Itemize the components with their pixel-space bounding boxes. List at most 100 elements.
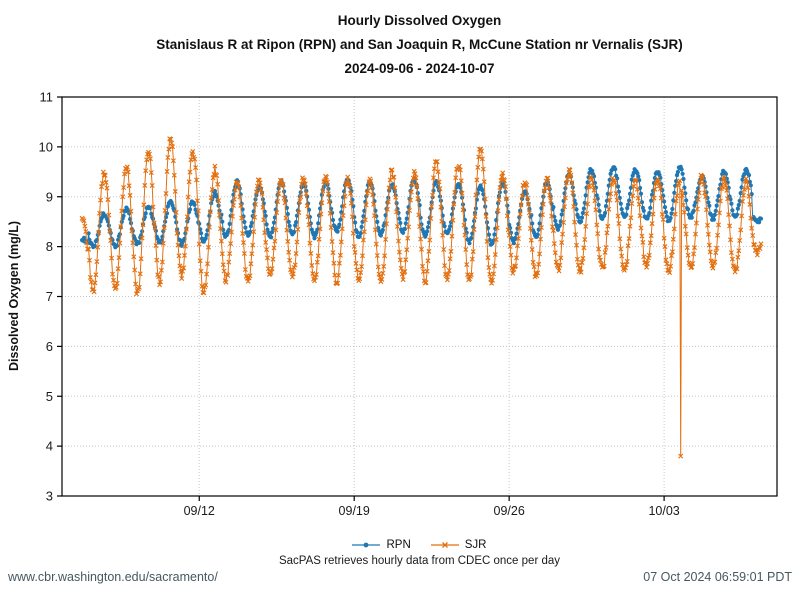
data-point-rpn [403, 221, 408, 226]
data-point-rpn [691, 208, 696, 213]
data-point-rpn [740, 177, 745, 182]
data-point-rpn [86, 231, 91, 236]
data-point-rpn [332, 224, 337, 229]
data-point-rpn [203, 236, 208, 241]
legend-swatch-rpn-icon [352, 542, 381, 548]
legend-item-sjr: SJR [430, 539, 487, 551]
y-tick-label: 4 [46, 439, 53, 454]
data-point-rpn [292, 229, 297, 234]
data-point-rpn [641, 208, 646, 213]
legend-swatch-sjr-icon [430, 542, 459, 548]
data-point-rpn [354, 230, 360, 235]
data-point-rpn [294, 213, 300, 218]
data-point-rpn [242, 219, 247, 225]
data-point-rpn [402, 226, 407, 232]
data-point-rpn [686, 207, 691, 212]
data-point-rpn [615, 176, 620, 181]
data-point-rpn [674, 179, 679, 184]
data-point-rpn [270, 230, 275, 235]
data-point-rpn [271, 220, 277, 225]
data-point-rpn [535, 232, 540, 237]
data-point-rpn [426, 220, 431, 225]
legend-label-sjr: SJR [464, 539, 487, 551]
data-point-rpn [555, 227, 561, 232]
data-point-rpn [706, 200, 711, 205]
data-point-rpn [662, 205, 668, 210]
data-point-rpn [514, 231, 519, 236]
data-point-rpn [650, 192, 655, 197]
footer: www.cbr.washington.edu/sacramento/ 07 Oc… [0, 570, 800, 584]
data-point-rpn [590, 168, 595, 173]
data-point-rpn [187, 207, 193, 212]
data-point-rpn [269, 235, 274, 240]
data-point-rpn [580, 210, 586, 216]
data-point-rpn [576, 215, 581, 220]
data-point-rpn [730, 208, 735, 213]
data-point-rpn [624, 212, 629, 217]
series-sjr-markers [79, 136, 764, 459]
data-point-rpn [492, 232, 497, 237]
data-point-rpn [401, 230, 406, 235]
data-point-rpn [360, 219, 365, 224]
data-point-rpn [638, 191, 644, 196]
data-point-rpn [312, 236, 317, 241]
y-tick-label: 11 [40, 90, 54, 105]
data-point-rpn [316, 221, 321, 226]
data-point-rpn [669, 211, 674, 216]
data-point-rpn [530, 221, 535, 226]
data-point-rpn [330, 217, 336, 223]
data-point-rpn [680, 171, 685, 176]
data-point-rpn [537, 221, 542, 226]
data-point-rpn [380, 227, 385, 233]
data-point-rpn [151, 216, 156, 221]
data-point-rpn [618, 201, 623, 206]
data-point-rpn [121, 213, 126, 218]
data-point-rpn [179, 243, 184, 248]
data-point-rpn [480, 188, 485, 193]
data-point-rpn [559, 212, 564, 217]
data-point-rpn [442, 224, 447, 229]
data-point-rpn [716, 194, 721, 199]
data-point-rpn [670, 206, 675, 212]
data-point-rpn [431, 188, 436, 193]
x-tick-label: 09/19 [339, 504, 370, 518]
data-point-rpn [583, 193, 588, 198]
data-point-rpn [616, 189, 622, 194]
data-point-rpn [212, 188, 217, 194]
data-point-rpn [595, 196, 600, 201]
data-point-rpn [746, 173, 752, 178]
data-point-rpn [594, 193, 599, 198]
y-tick-label: 8 [46, 239, 53, 254]
legend-item-rpn: RPN [352, 539, 411, 551]
footer-url[interactable]: www.cbr.washington.edu/sacramento/ [8, 570, 218, 584]
data-point-rpn [220, 219, 225, 224]
data-point-rpn [689, 215, 694, 220]
data-point-rpn [247, 229, 253, 234]
data-point-rpn [608, 171, 613, 176]
data-point-rpn [287, 223, 292, 228]
y-tick-label: 7 [46, 289, 53, 304]
data-point-rpn [579, 219, 584, 224]
data-point-rpn [397, 216, 402, 221]
data-point-rpn [619, 207, 624, 212]
data-point-rpn [193, 207, 198, 212]
data-point-rpn [615, 184, 621, 189]
data-point-rpn [713, 208, 718, 213]
data-point-rpn [359, 224, 364, 229]
data-point-rpn [248, 224, 253, 229]
data-point-rpn [425, 225, 431, 230]
data-point-rpn [625, 206, 630, 211]
data-point-rpn [484, 220, 490, 225]
data-point-rpn [149, 211, 154, 216]
x-tick-label: 10/03 [648, 504, 679, 518]
y-tick-label: 6 [46, 339, 53, 354]
x-tick-label: 09/26 [494, 504, 525, 518]
data-point-rpn [205, 228, 210, 233]
data-point-rpn [338, 217, 343, 222]
data-point-rpn [723, 172, 729, 177]
data-point-rpn [447, 227, 452, 232]
data-point-rpn [396, 210, 401, 215]
data-point-rpn [714, 203, 719, 208]
y-tick-label: 9 [46, 189, 53, 204]
data-point-rpn [579, 215, 585, 220]
